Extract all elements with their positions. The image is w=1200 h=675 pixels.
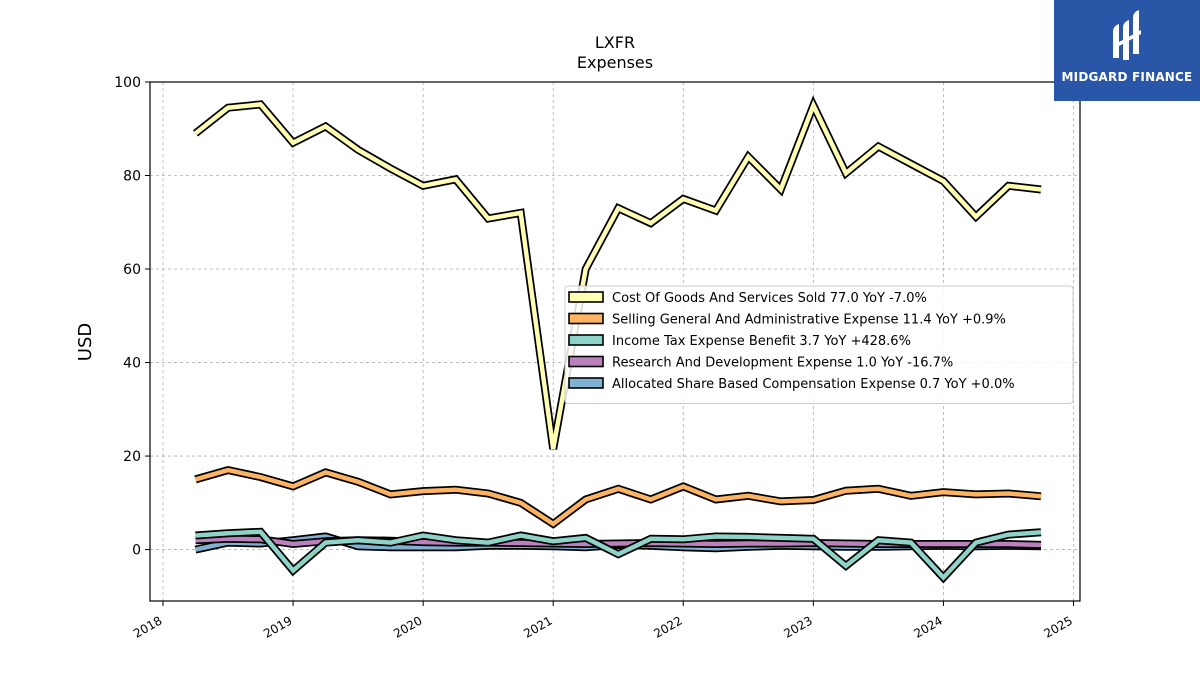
series-line (194, 99, 1042, 450)
x-tick-label: 2024 (911, 613, 944, 640)
legend-label: Research And Development Expense 1.0 YoY… (612, 356, 953, 371)
legend-swatch (568, 312, 604, 325)
x-tick-label: 2022 (651, 613, 684, 640)
legend: Cost Of Goods And Services Sold 77.0 YoY… (564, 285, 1074, 404)
legend-label: Selling General And Administrative Expen… (612, 313, 1006, 328)
legend-label: Income Tax Expense Benefit 3.7 YoY +428.… (612, 334, 911, 349)
series-line (195, 529, 1042, 581)
y-tick-label: 0 (132, 543, 141, 559)
x-tick-label: 2025 (1042, 613, 1075, 640)
legend-label: Cost Of Goods And Services Sold 77.0 YoY… (612, 291, 927, 306)
midgard-logo-icon (1113, 10, 1141, 60)
x-tick-label: 2019 (261, 613, 294, 640)
legend-box (564, 285, 1074, 404)
brand-logo: MIDGARD FINANCE (1054, 0, 1200, 101)
y-tick-label: 100 (114, 75, 141, 91)
legend-swatch (568, 377, 604, 389)
y-axis-label: USD (75, 323, 96, 361)
x-tick-label: 2020 (391, 613, 424, 640)
chart-title: LXFR (595, 33, 635, 52)
series-line (194, 467, 1042, 527)
y-tick-label: 80 (123, 169, 141, 185)
legend-swatch (568, 291, 604, 303)
chart-subtitle: Expenses (577, 53, 653, 72)
brand-name: MIDGARD FINANCE (1061, 70, 1193, 84)
x-tick-label: 2021 (521, 613, 554, 640)
plot-frame (149, 81, 1081, 602)
legend-label: Allocated Share Based Compensation Expen… (612, 377, 1015, 392)
y-tick-label: 40 (123, 356, 141, 372)
legend-swatch (568, 334, 604, 346)
legend-swatch (568, 355, 604, 368)
series-lines (193, 95, 1042, 584)
y-tick-label: 60 (123, 262, 141, 278)
x-tick-label: 2023 (781, 613, 814, 640)
x-tick-label: 2018 (131, 613, 164, 640)
y-tick-label: 20 (123, 449, 141, 465)
